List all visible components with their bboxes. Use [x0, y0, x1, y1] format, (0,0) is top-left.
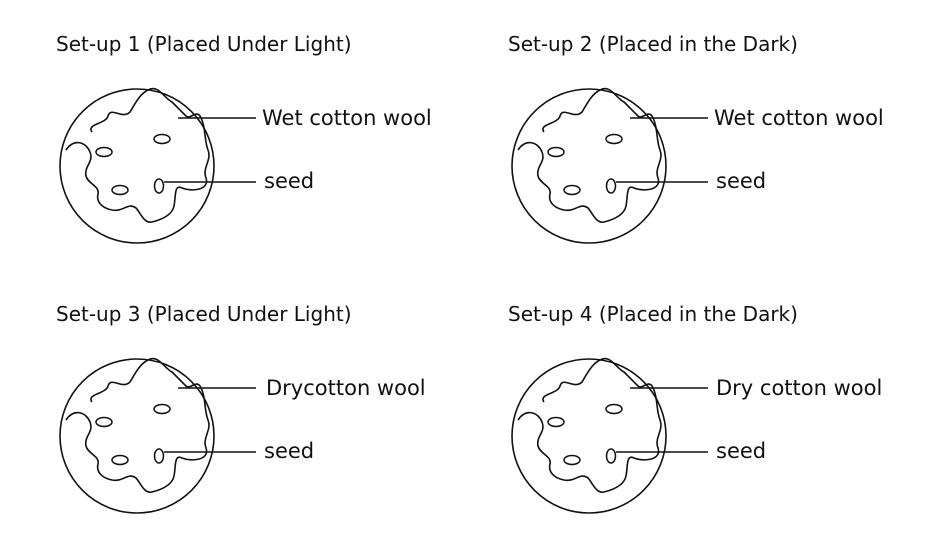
seed-label: seed: [264, 169, 315, 193]
petri-dish: [511, 88, 667, 244]
petri-dish: [511, 358, 667, 514]
setup-1-title: Set-up 1 (Placed Under Light): [56, 32, 352, 56]
cotton-wool: [517, 87, 662, 223]
seed: [153, 133, 171, 145]
seed: [153, 448, 165, 464]
setup-4-title: Set-up 4 (Placed in the Dark): [508, 302, 798, 326]
seed: [563, 454, 581, 466]
setup-2-diagram: [511, 87, 708, 244]
seed: [153, 178, 165, 194]
wool-label: Dry cotton wool: [716, 376, 883, 400]
seed-label: seed: [716, 169, 767, 193]
seed: [153, 403, 171, 415]
seed: [605, 178, 617, 194]
setup-4-diagram: [511, 357, 708, 514]
seed: [605, 403, 623, 415]
setup-2: Set-up 2 (Placed in the Dark) Wet cotton…: [508, 32, 936, 282]
seed: [563, 184, 581, 196]
wool-label: Wet cotton wool: [714, 106, 884, 130]
seed: [95, 416, 113, 428]
seed: [111, 184, 129, 196]
cotton-wool: [65, 357, 210, 493]
seed: [605, 133, 623, 145]
seed: [111, 454, 129, 466]
seed: [605, 448, 617, 464]
wool-label: Drycotton wool: [266, 376, 426, 400]
seed: [95, 146, 113, 158]
setup-1: Set-up 1 (Placed Under Light) Wet cotton…: [56, 32, 496, 282]
setup-3-diagram: [59, 357, 256, 514]
setup-2-title: Set-up 2 (Placed in the Dark): [508, 32, 798, 56]
setup-1-diagram: [59, 87, 256, 244]
petri-dish: [59, 88, 215, 244]
wool-label: Wet cotton wool: [262, 106, 432, 130]
cotton-wool: [65, 87, 210, 223]
setup-3: Set-up 3 (Placed Under Light) Drycotton …: [56, 302, 496, 552]
seed-label: seed: [716, 439, 767, 463]
seed-label: seed: [264, 439, 315, 463]
setup-4: Set-up 4 (Placed in the Dark) Dry cotton…: [508, 302, 936, 552]
seed: [547, 416, 565, 428]
cotton-wool: [517, 357, 662, 493]
seed: [547, 146, 565, 158]
petri-dish: [59, 358, 215, 514]
setup-3-title: Set-up 3 (Placed Under Light): [56, 302, 352, 326]
